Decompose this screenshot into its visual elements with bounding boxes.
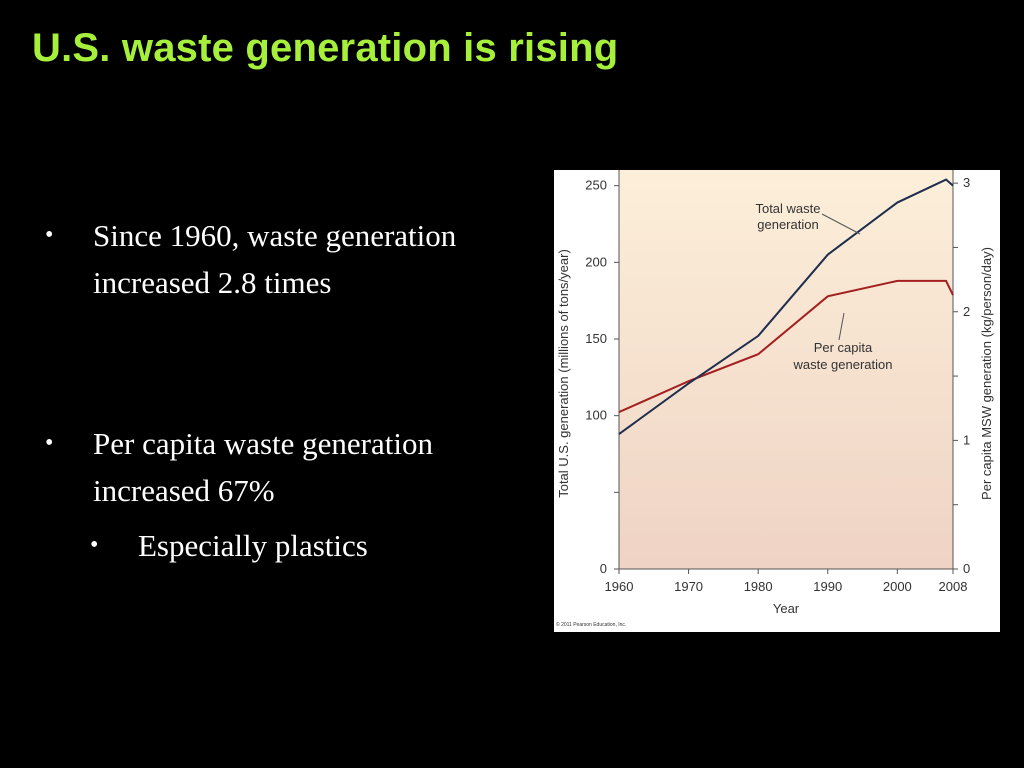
- right-axis-title: Per capita MSW generation (kg/person/day…: [979, 247, 994, 500]
- right-tick-label: 1: [963, 432, 970, 447]
- right-tick-label: 0: [963, 561, 970, 576]
- bullet-marker: •: [45, 222, 54, 248]
- left-tick-label: 100: [585, 408, 607, 423]
- total-waste-annotation: generation: [757, 217, 818, 232]
- per-capita-leader-line: [838, 312, 845, 341]
- total-waste-leader-line: [821, 213, 861, 235]
- x-tick-label: 1960: [605, 579, 634, 594]
- left-tick-label: 250: [585, 178, 607, 193]
- x-axis-title: Year: [773, 601, 800, 616]
- waste-chart-panel: 0 100 150 200 250 0 1 2 3 1960 1970 1980 1990 2000 200…: [554, 170, 1000, 632]
- bullet-text: Since 1960, waste generation increased 2…: [93, 218, 457, 300]
- x-tick-label: 2008: [939, 579, 968, 594]
- x-tick-label: 1990: [813, 579, 842, 594]
- x-tick-label: 1970: [674, 579, 703, 594]
- per-capita-annotation: Per capita: [814, 340, 873, 355]
- total-waste-series-line: [618, 178, 954, 435]
- left-axis-title: Total U.S. generation (millions of tons/…: [556, 249, 571, 498]
- x-tick-label: 1980: [744, 579, 773, 594]
- bullet-marker: •: [90, 532, 99, 558]
- left-tick-label: 0: [600, 561, 607, 576]
- per-capita-annotation: waste generation: [792, 357, 892, 372]
- left-tick-label: 200: [585, 254, 607, 269]
- per-capita-series-line: [618, 279, 954, 413]
- waste-chart: 0 100 150 200 250 0 1 2 3 1960 1970 1980 1990 2000 200…: [556, 170, 994, 628]
- bullet-marker: •: [45, 430, 54, 456]
- slide-title: U.S. waste generation is rising: [32, 26, 619, 70]
- bullet-text: Especially plastics: [138, 528, 368, 563]
- right-tick-label: 2: [963, 304, 970, 319]
- bullet-text: Per capita waste generation increased 67…: [93, 426, 433, 508]
- copyright-credit: © 2011 Pearson Education, Inc.: [556, 621, 626, 628]
- total-waste-annotation: Total waste: [755, 201, 820, 216]
- x-tick-label: 2000: [883, 579, 912, 594]
- left-tick-label: 150: [585, 331, 607, 346]
- plot-background: [619, 170, 953, 569]
- right-tick-label: 3: [963, 175, 970, 190]
